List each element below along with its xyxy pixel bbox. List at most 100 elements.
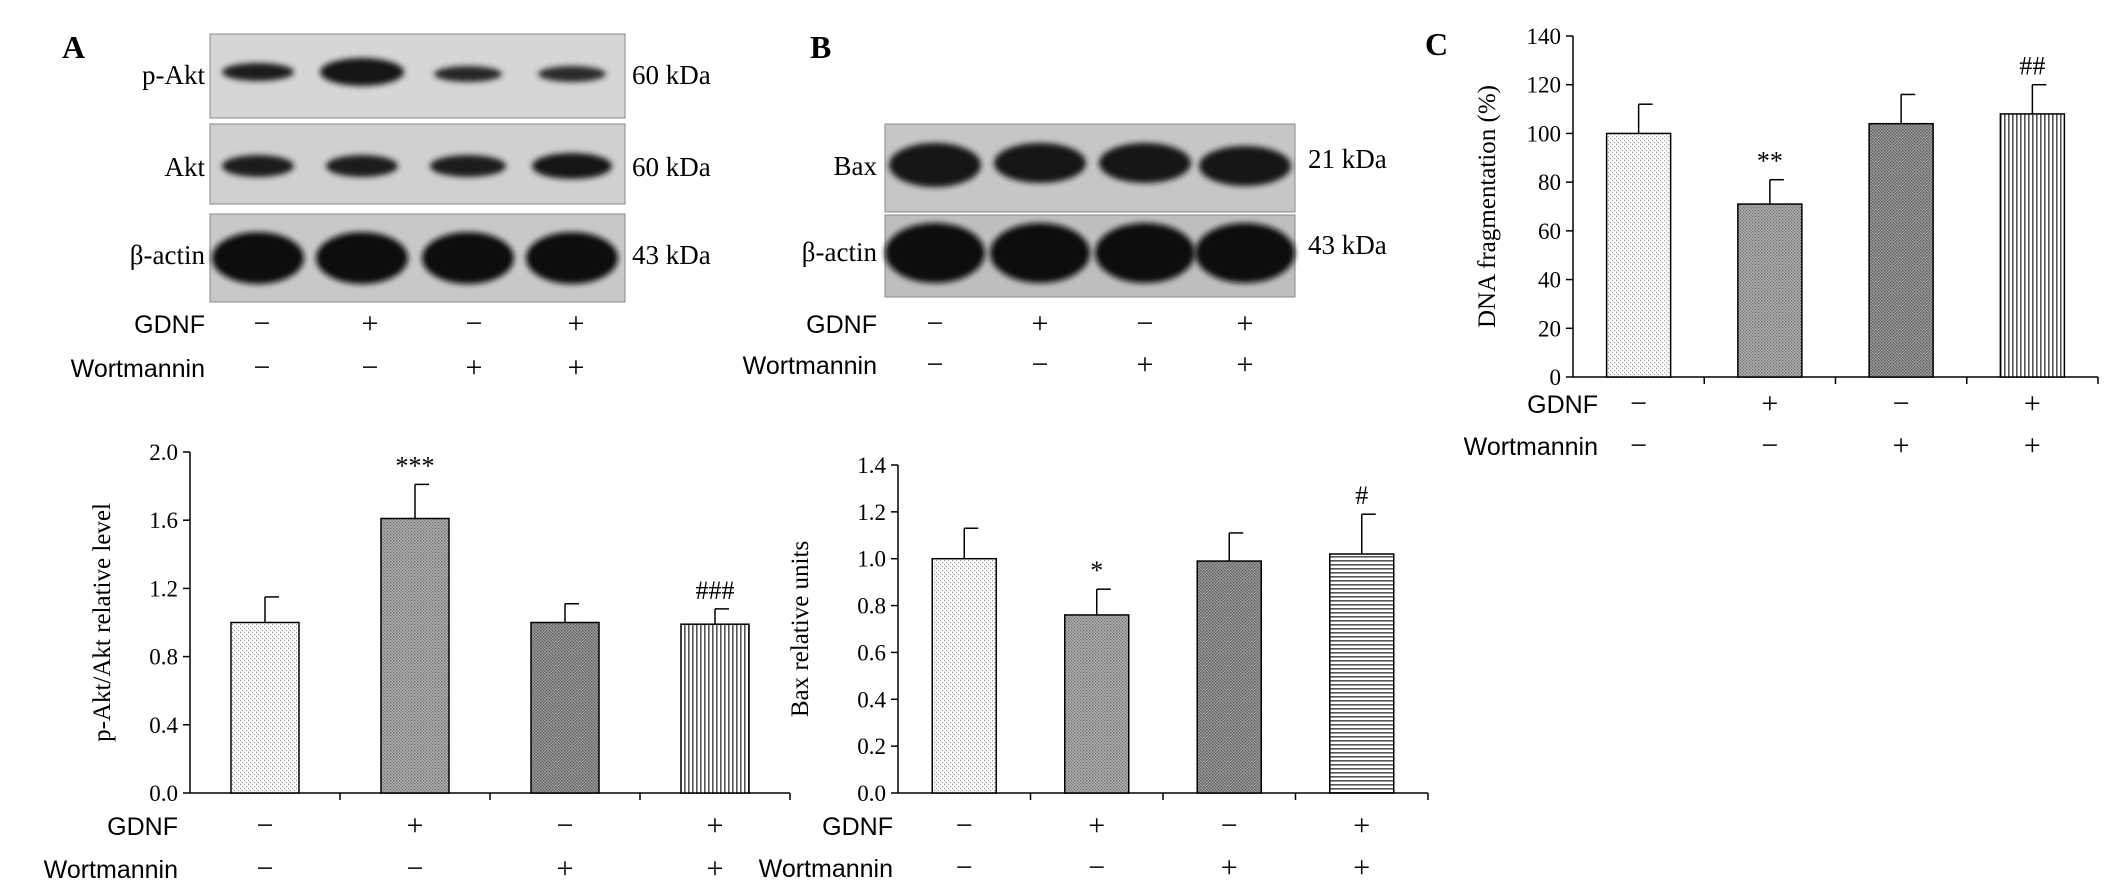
panel-b: B Bax 21 kDa β-actin 43 kDa GDNF Wortman… — [743, 29, 1387, 381]
bar-chart-bax: 0.0 0.2 0.4 0.6 0.8 1.0 1.2 1.4 Bax relative uni… — [759, 453, 1429, 884]
blot-strip-actin-b: β-actin 43 kDa — [802, 214, 1387, 298]
blot-band — [885, 223, 985, 283]
condition-sign: + — [362, 307, 379, 340]
blot-band — [212, 232, 304, 284]
condition-label-gdnf: GDNF — [806, 311, 877, 339]
condition-label-wortmannin: Wortmannin — [1464, 433, 1598, 461]
condition-label-wortmannin: Wortmannin — [743, 352, 877, 380]
condition-sign: − — [927, 307, 944, 340]
condition-sign: + — [466, 351, 483, 384]
condition-sign: + — [707, 809, 724, 842]
blot-band — [320, 58, 404, 86]
bar — [1064, 614, 1130, 794]
blot-strip-akt: Akt 60 kDa — [165, 123, 711, 205]
y-tick-label: 0.0 — [149, 781, 178, 806]
y-tick-label: 20 — [1538, 316, 1561, 341]
blot-band — [222, 155, 294, 177]
condition-label-gdnf: GDNF — [107, 813, 178, 841]
significance-annotation: ## — [2019, 52, 2045, 81]
condition-sign: + — [1353, 851, 1370, 884]
bar — [1868, 122, 1934, 378]
blot-band — [526, 232, 618, 284]
bar — [230, 621, 300, 794]
blot-band — [889, 143, 981, 187]
blot-band — [990, 223, 1090, 283]
panel-a: A p-Akt 60 kDa Akt 60 kDa — [62, 29, 711, 384]
condition-label-wortmannin: Wortmannin — [71, 355, 205, 383]
bar — [1999, 113, 2066, 378]
condition-sign: − — [1221, 809, 1238, 842]
condition-sign: + — [407, 809, 424, 842]
condition-label-gdnf: GDNF — [822, 813, 893, 841]
condition-sign: − — [1630, 429, 1647, 462]
condition-sign: + — [1137, 348, 1154, 381]
condition-label-gdnf: GDNF — [134, 311, 205, 339]
condition-sign: − — [956, 809, 973, 842]
y-axis-label: Bax relative units — [787, 541, 814, 717]
bar-chart-dna-fragmentation: 0 20 40 60 80 100 120 140 DNA fragmentation (%) −… — [1464, 24, 2099, 462]
bar — [1329, 553, 1395, 794]
condition-sign: + — [707, 852, 724, 885]
condition-label-wortmannin: Wortmannin — [44, 856, 178, 884]
y-tick-label: 0.2 — [857, 734, 886, 759]
y-axis-label: p-Akt/Akt relative level — [89, 503, 116, 742]
condition-sign: − — [1630, 387, 1647, 420]
y-tick-label: 1.2 — [857, 500, 886, 525]
y-tick-label: 1.4 — [857, 453, 886, 478]
condition-sign: + — [1353, 809, 1370, 842]
blot-label-actin-b: β-actin — [802, 237, 878, 267]
bar-chart-pakt: 0.0 0.4 0.8 1.2 1.6 2.0 p-Akt/Akt relative lev… — [44, 440, 791, 885]
blot-band — [1095, 223, 1195, 283]
y-tick-label: 140 — [1527, 24, 1562, 49]
condition-sign: − — [362, 351, 379, 384]
blot-band — [434, 66, 502, 82]
condition-sign: + — [2024, 429, 2041, 462]
y-tick-label: 0.0 — [857, 781, 886, 806]
significance-annotation: *** — [396, 451, 435, 480]
y-tick-label: 0.8 — [149, 645, 178, 670]
condition-sign: − — [257, 852, 274, 885]
condition-sign: + — [1221, 851, 1238, 884]
condition-sign: − — [1761, 429, 1778, 462]
condition-sign: + — [1761, 387, 1778, 420]
blot-band — [1195, 223, 1295, 283]
condition-sign: − — [1088, 851, 1105, 884]
condition-sign: − — [1137, 307, 1154, 340]
condition-sign: + — [1893, 429, 1910, 462]
y-tick-label: 1.6 — [149, 508, 178, 533]
blot-size-actin-b: 43 kDa — [1308, 230, 1387, 260]
condition-sign: − — [956, 851, 973, 884]
y-tick-label: 0.4 — [149, 713, 178, 738]
significance-annotation: # — [1355, 481, 1368, 510]
bar — [931, 557, 997, 794]
condition-sign: − — [466, 307, 483, 340]
y-tick-label: 1.2 — [149, 576, 178, 601]
significance-annotation: * — [1090, 556, 1103, 585]
panel-letter-c: C — [1425, 26, 1448, 62]
condition-sign: + — [1237, 348, 1254, 381]
blot-size-actin-a: 43 kDa — [632, 240, 711, 270]
y-tick-label: 0 — [1550, 365, 1562, 390]
blot-band — [532, 153, 612, 179]
y-tick-label: 120 — [1527, 73, 1562, 98]
blot-size-pakt: 60 kDa — [632, 60, 711, 90]
panel-letter-a: A — [62, 29, 85, 65]
blot-b-conditions: GDNF Wortmannin − + − + − − + + — [743, 307, 1254, 381]
y-tick-label: 40 — [1538, 268, 1561, 293]
bar — [1605, 132, 1672, 378]
blot-strip-bax: Bax 21 kDa — [834, 123, 1387, 213]
blot-size-akt: 60 kDa — [632, 152, 711, 182]
y-axis-label: DNA fragmentation (%) — [1474, 85, 1501, 328]
blot-label-actin-a: β-actin — [130, 240, 206, 270]
y-tick-label: 0.6 — [857, 640, 886, 665]
condition-sign: + — [568, 307, 585, 340]
blot-label-bax: Bax — [834, 151, 878, 181]
condition-sign: − — [254, 351, 271, 384]
blot-strip-actin-a: β-actin 43 kDa — [130, 213, 711, 303]
panel-letter-b: B — [810, 29, 831, 65]
y-tick-label: 60 — [1538, 219, 1561, 244]
blot-band — [430, 155, 506, 177]
bar — [1737, 203, 1803, 378]
condition-sign: + — [568, 351, 585, 384]
